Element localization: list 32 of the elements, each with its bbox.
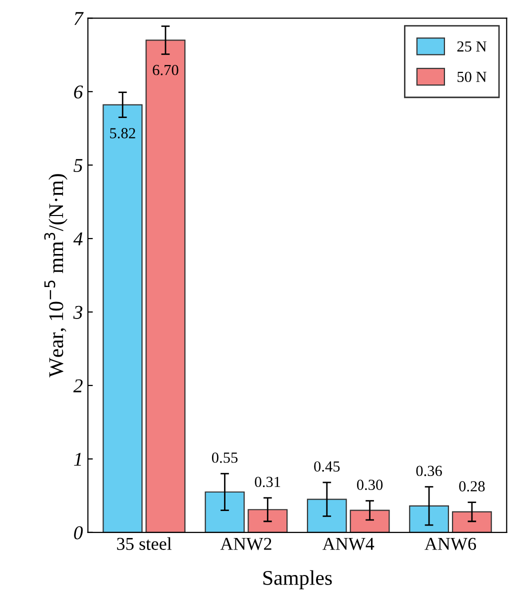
data-label: 0.36 bbox=[416, 466, 442, 476]
x-tick-label: ANW6 bbox=[424, 538, 476, 550]
data-label: 0.30 bbox=[357, 480, 383, 490]
y-tick-label: 1 bbox=[74, 452, 81, 466]
x-tick-label: ANW4 bbox=[322, 538, 374, 550]
bar bbox=[452, 511, 492, 532]
y-tick-label: 7 bbox=[74, 12, 84, 25]
legend-label: 25 N bbox=[457, 41, 486, 52]
y-tick-label: 0 bbox=[74, 526, 83, 540]
x-tick-label: ANW2 bbox=[220, 538, 272, 550]
data-label: 6.70 bbox=[152, 64, 178, 76]
data-label: 0.28 bbox=[459, 481, 485, 492]
y-axis-title: Wear, 10$^{−5}$ mm$^{3}$/(N·m) bbox=[44, 174, 68, 378]
data-label: 0.55 bbox=[212, 452, 238, 463]
y-tick-label: 6 bbox=[74, 85, 83, 99]
legend-label: 50 N bbox=[458, 72, 486, 82]
data-label: 0.45 bbox=[314, 461, 340, 472]
bar bbox=[306, 498, 347, 532]
y-tick-label: 4 bbox=[73, 232, 83, 246]
bar bbox=[248, 509, 288, 532]
x-tick-label: 35 steel bbox=[117, 537, 172, 550]
bar bbox=[146, 40, 186, 532]
y-tick-label: 3 bbox=[73, 306, 82, 319]
data-label: 5.82 bbox=[110, 128, 136, 138]
x-axis-title: Samples bbox=[263, 570, 332, 590]
bar bbox=[409, 505, 449, 532]
data-label: 0.31 bbox=[254, 476, 280, 488]
y-tick-label: 2 bbox=[73, 379, 83, 392]
bar bbox=[102, 104, 143, 532]
bar bbox=[204, 491, 245, 532]
y-tick-label: 5 bbox=[74, 159, 82, 172]
bar bbox=[350, 510, 390, 532]
